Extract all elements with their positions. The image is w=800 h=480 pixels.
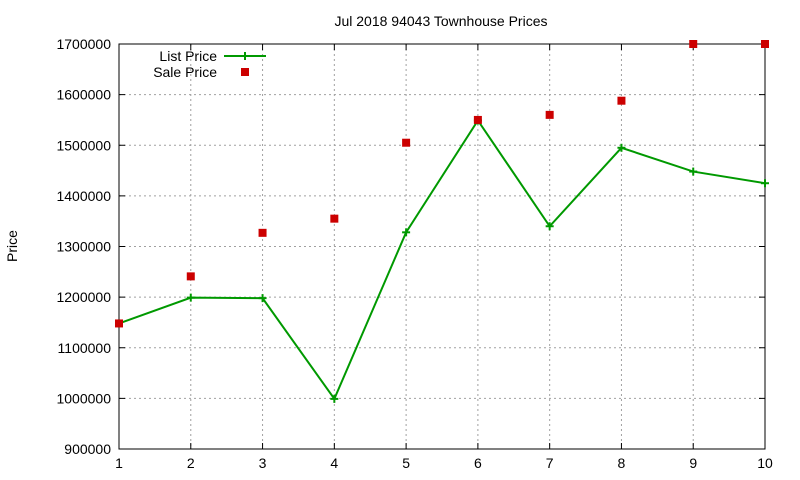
list-price-point bbox=[689, 167, 698, 176]
list-price-point bbox=[402, 228, 411, 237]
sale-price-point bbox=[473, 115, 482, 124]
y-axis-label: Price bbox=[4, 230, 20, 262]
sale-price-point bbox=[545, 110, 554, 119]
sale-price-point bbox=[761, 40, 769, 48]
x-tick-label: 5 bbox=[402, 455, 410, 471]
list-price-point bbox=[761, 179, 769, 188]
sale-price-point bbox=[258, 228, 267, 237]
sale-price-point bbox=[689, 40, 698, 48]
axis-ticks: 900000 1000000 1100000 1200000 1300000 140000… bbox=[56, 36, 773, 471]
y-tick-label: 1600000 bbox=[56, 87, 111, 103]
y-tick-label: 900000 bbox=[64, 441, 111, 457]
list-price-line bbox=[118, 118, 766, 401]
sale-price-point bbox=[330, 214, 339, 223]
x-tick-label: 7 bbox=[546, 455, 554, 471]
legend-label: Sale Price bbox=[153, 64, 217, 80]
plot-frame bbox=[118, 43, 766, 450]
list-price-point bbox=[186, 293, 195, 302]
y-tick-label: 1300000 bbox=[56, 239, 111, 255]
x-tick-label: 3 bbox=[259, 455, 267, 471]
x-tick-label: 9 bbox=[689, 455, 697, 471]
legend-label: List Price bbox=[159, 48, 217, 64]
y-tick-label: 1200000 bbox=[56, 289, 111, 305]
sale-price-point bbox=[617, 96, 626, 105]
list-price-point bbox=[617, 143, 626, 152]
x-tick-label: 1 bbox=[115, 455, 123, 471]
y-tick-label: 1500000 bbox=[56, 137, 111, 153]
x-tick-label: 10 bbox=[757, 455, 773, 471]
list-price-point bbox=[258, 294, 267, 303]
sale-price-point bbox=[186, 272, 195, 281]
grid bbox=[119, 44, 765, 449]
legend-square-swatch bbox=[241, 68, 249, 76]
series bbox=[115, 40, 769, 403]
y-tick-label: 1400000 bbox=[56, 188, 111, 204]
x-tick-label: 2 bbox=[187, 455, 195, 471]
sale-price-point bbox=[115, 319, 123, 328]
list-price-point bbox=[545, 222, 554, 231]
chart-title: Jul 2018 94043 Townhouse Prices bbox=[334, 13, 547, 29]
y-tick-label: 1100000 bbox=[58, 340, 112, 356]
y-tick-label: 1000000 bbox=[56, 390, 111, 406]
legend-cross-swatch bbox=[241, 52, 249, 60]
x-tick-label: 4 bbox=[330, 455, 338, 471]
x-tick-label: 8 bbox=[618, 455, 626, 471]
x-tick-label: 6 bbox=[474, 455, 482, 471]
list-price-point bbox=[330, 394, 339, 403]
sale-price-point bbox=[402, 138, 411, 147]
y-tick-label: 1700000 bbox=[56, 36, 111, 52]
